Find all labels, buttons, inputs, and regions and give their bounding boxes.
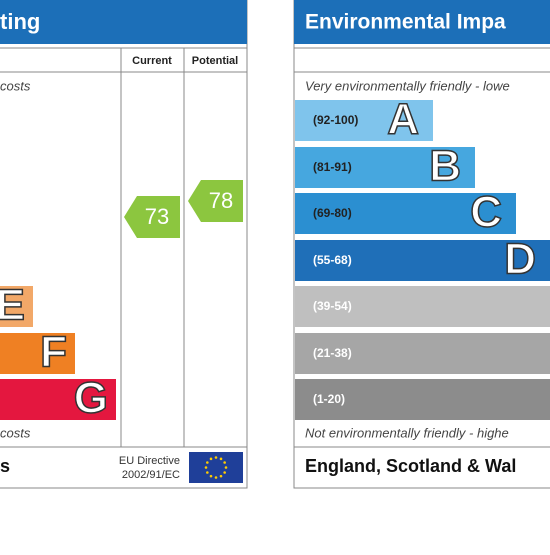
title: ting xyxy=(0,9,40,34)
header-bar xyxy=(0,0,247,44)
band-letter: E xyxy=(0,281,25,330)
flag-star xyxy=(219,474,223,478)
band-range: (69-80) xyxy=(313,206,352,220)
flag-star xyxy=(209,474,213,478)
band xyxy=(295,333,550,374)
band-range: (1-20) xyxy=(313,392,345,406)
title: Environmental Impa xyxy=(305,11,506,34)
current-rating: 73 xyxy=(145,204,169,229)
band xyxy=(295,240,550,281)
flag-star xyxy=(209,457,213,461)
directive: EU Directive xyxy=(119,455,180,467)
flag-star xyxy=(214,476,218,479)
band xyxy=(0,333,75,374)
flag-star xyxy=(204,466,208,469)
flag-star xyxy=(223,471,226,474)
flag-star xyxy=(206,461,209,464)
band-letter: C xyxy=(470,188,502,237)
flag-star xyxy=(223,461,226,464)
band-range: (81-91) xyxy=(313,160,352,174)
current-arrow xyxy=(124,196,180,238)
band-range: (39-54) xyxy=(313,299,352,313)
column-header: Potential xyxy=(192,55,238,67)
band xyxy=(295,379,550,420)
band xyxy=(295,286,550,327)
directive: 2002/91/EC xyxy=(122,469,180,481)
flag-star xyxy=(224,466,228,469)
band xyxy=(0,379,116,420)
note: Very environmentally friendly - lowe xyxy=(305,78,510,93)
band xyxy=(295,193,516,234)
note: Not environmentally friendly - highe xyxy=(305,425,509,440)
band-letter: A xyxy=(387,95,419,144)
band xyxy=(295,147,475,188)
band xyxy=(295,100,433,141)
note: costs xyxy=(0,78,31,93)
band-letter: G xyxy=(74,374,108,423)
band-letter: B xyxy=(429,142,461,191)
potential-arrow xyxy=(188,180,243,222)
band-range: (55-68) xyxy=(313,253,352,267)
flag-star xyxy=(219,457,223,461)
footer: s xyxy=(0,456,10,476)
flag-star xyxy=(214,456,218,459)
band xyxy=(0,286,33,327)
band-range: (92-100) xyxy=(313,113,358,127)
band-letter: D xyxy=(504,235,536,284)
column-header: Current xyxy=(132,55,172,67)
flag-star xyxy=(206,471,209,474)
potential-rating: 78 xyxy=(209,188,233,213)
header-bar xyxy=(294,0,550,44)
band-range: (21-38) xyxy=(313,346,352,360)
footer: England, Scotland & Wal xyxy=(305,456,516,476)
note: costs xyxy=(0,425,31,440)
band-letter: F xyxy=(40,328,67,377)
